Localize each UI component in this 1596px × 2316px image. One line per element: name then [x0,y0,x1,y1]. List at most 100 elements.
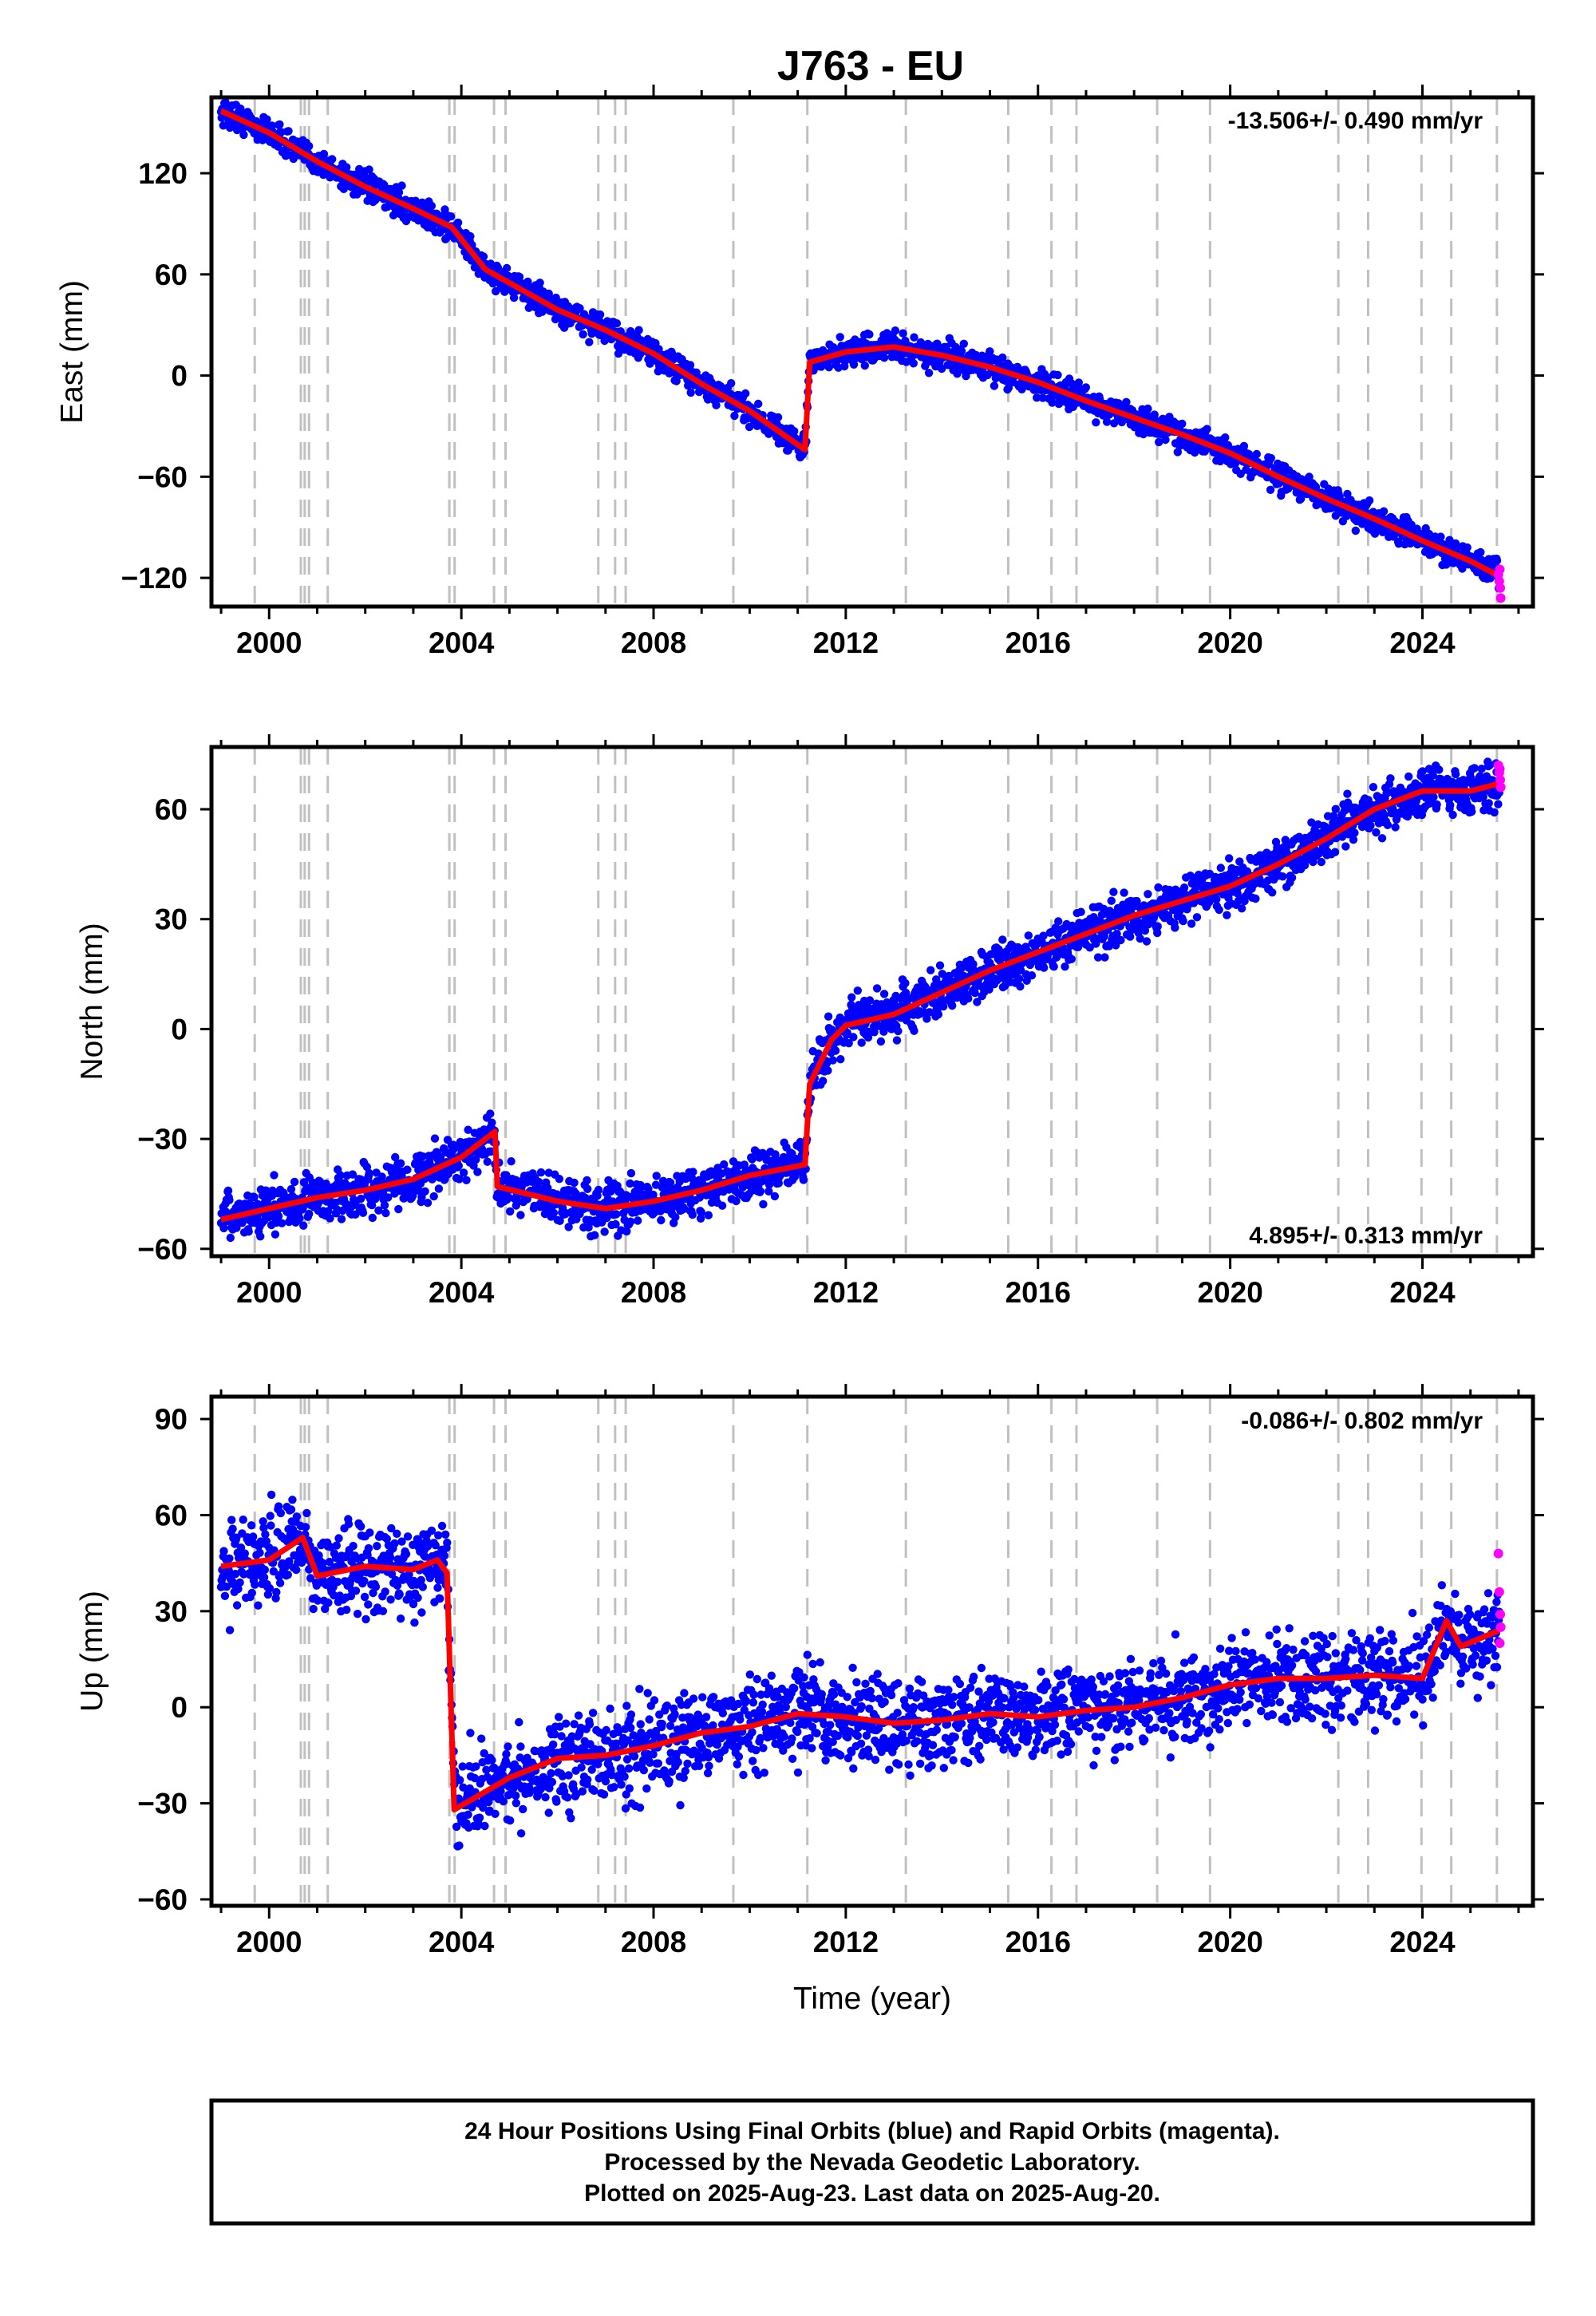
position-point [612,1210,621,1219]
position-point [671,1213,680,1222]
position-point [1490,808,1499,817]
rapid-point [1495,593,1506,603]
position-point [1161,435,1170,445]
position-point [220,1591,230,1601]
position-point [267,1521,275,1530]
position-point [1379,507,1389,516]
position-point [1053,370,1062,380]
position-point [1126,932,1135,941]
position-point [1435,765,1444,774]
position-point [853,986,863,995]
position-point [1154,883,1163,892]
position-point [595,310,605,319]
position-point [459,1168,468,1177]
position-point [255,1548,264,1557]
position-point [865,330,874,339]
position-point [1278,872,1287,881]
position-point [1252,449,1262,459]
position-point [1287,873,1297,883]
position-point [267,121,276,130]
position-point [427,201,437,211]
position-point [998,935,1007,944]
position-point [1268,888,1277,897]
position-point [507,1157,516,1166]
position-point [1468,807,1476,816]
position-point [1446,800,1455,810]
position-point [1216,864,1226,872]
position-point [368,1213,377,1223]
position-point [1203,425,1211,433]
position-point [892,1036,902,1045]
position-point [1391,823,1400,832]
y-tick-label: 30 [155,903,188,936]
position-point [1102,417,1112,426]
position-point [957,346,966,356]
x-tick-label: 2024 [1389,1276,1456,1309]
position-point [1144,404,1152,413]
position-point [466,231,475,241]
position-point [305,1209,314,1219]
position-point [579,330,587,339]
position-point [1432,800,1441,809]
position-point [935,961,945,970]
position-point [1016,982,1025,991]
position-point [1365,496,1374,505]
position-point [225,1554,234,1563]
position-point [899,329,907,338]
position-point [365,165,373,174]
position-point [486,1109,495,1118]
position-point [271,1230,280,1239]
position-point [454,1161,463,1171]
position-point [396,1159,405,1168]
position-point [575,304,584,313]
position-point [1436,532,1445,541]
position-point [959,339,969,348]
position-point [226,1233,235,1243]
position-point [1081,383,1091,392]
x-tick-label: 2016 [1005,1276,1071,1309]
position-point [1144,890,1152,899]
position-point [824,1066,832,1075]
position-point [397,181,406,190]
position-point [894,1026,903,1036]
position-point [1404,772,1413,781]
north-rate-label: 4.895+/- 0.313 mm/yr [1249,1223,1483,1249]
position-point [394,188,404,197]
position-point [876,1037,886,1046]
position-point [1492,556,1502,565]
position-point [516,1211,525,1219]
position-point [831,1046,840,1055]
position-point [686,388,695,397]
position-point [247,1521,256,1530]
y-tick-label: −30 [137,1123,188,1156]
position-point [429,1192,438,1201]
position-point [910,1026,918,1035]
position-point [535,279,544,287]
position-point [1109,887,1118,896]
position-point [1429,792,1438,801]
position-point [1484,799,1493,808]
position-point [1239,441,1249,451]
position-point [1330,848,1340,856]
east-rate-label: -13.506+/- 0.490 mm/yr [1228,108,1483,134]
position-point [1476,547,1485,557]
position-point [358,1208,368,1217]
position-point [275,120,284,129]
position-point [337,1215,346,1223]
y-tick-label: −60 [137,460,188,493]
position-point [1040,963,1049,972]
position-point [1386,774,1395,783]
position-point [278,1219,286,1227]
position-point [227,1516,236,1524]
position-point [1067,954,1077,964]
position-point [555,1175,564,1184]
position-point [1215,905,1223,915]
position-point [626,1168,636,1178]
figure-title: J763 - EU [777,43,964,89]
position-point [901,978,910,988]
position-point [225,1196,234,1205]
position-point [266,1512,275,1520]
position-point [879,354,889,362]
